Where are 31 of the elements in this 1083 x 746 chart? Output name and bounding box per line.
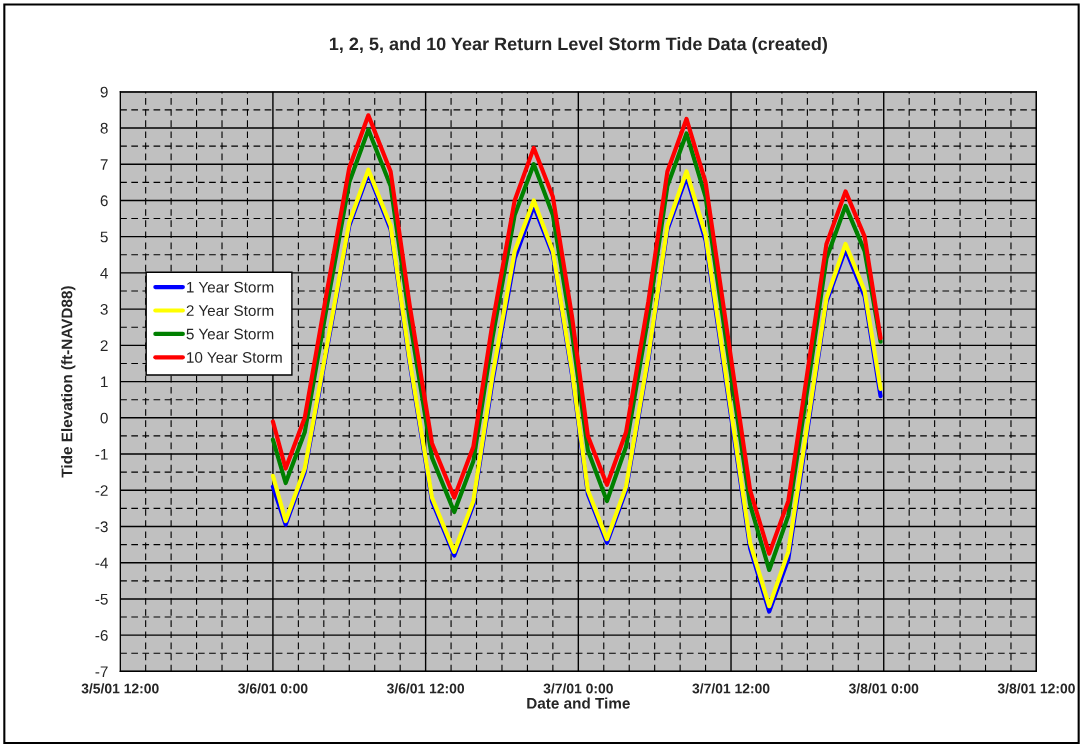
y-tick-label: 8 (100, 122, 108, 134)
x-tick-label: 3/8/01 0:00 (848, 683, 919, 694)
y-tick-label: 4 (100, 267, 108, 279)
y-tick-label: 1 (101, 376, 108, 388)
legend-label: 2 Year Storm (186, 305, 274, 317)
y-axis-title: Tide Elevation (ft-NAVD88) (61, 286, 76, 478)
x-tick-label: 3/5/01 12:00 (81, 683, 159, 694)
y-tick-label: -5 (95, 593, 108, 605)
y-tick-label: 6 (100, 195, 108, 207)
legend-label: 5 Year Storm (186, 328, 274, 340)
x-tick-label: 3/6/01 12:00 (386, 683, 465, 694)
chart-title: 1, 2, 5, and 10 Year Return Level Storm Tide Data (created) (329, 37, 827, 54)
y-tick-label: -1 (95, 449, 108, 460)
x-tick-label: 3/7/01 0:00 (543, 683, 613, 694)
y-tick-label: -4 (95, 557, 108, 569)
y-tick-label: -7 (95, 666, 108, 677)
x-tick-label: 3/7/01 12:00 (692, 683, 770, 694)
x-tick-label: 3/8/01 12:00 (997, 683, 1075, 694)
x-axis-title: Date and Time (527, 697, 630, 709)
y-tick-label: 5 (100, 231, 108, 243)
y-tick-label: 7 (100, 159, 108, 170)
legend-label: 1 Year Storm (187, 281, 274, 293)
y-tick-label: 0 (100, 412, 108, 424)
legend-label: 10 Year Storm (187, 352, 282, 363)
y-tick-label: 9 (100, 86, 108, 98)
y-tick-label: -3 (95, 521, 108, 533)
x-tick-label: 3/6/01 0:00 (238, 683, 308, 694)
y-tick-label: 2 (100, 340, 108, 351)
y-tick-label: -6 (95, 630, 108, 641)
y-tick-label: -2 (95, 485, 108, 496)
y-tick-label: 3 (100, 303, 108, 315)
